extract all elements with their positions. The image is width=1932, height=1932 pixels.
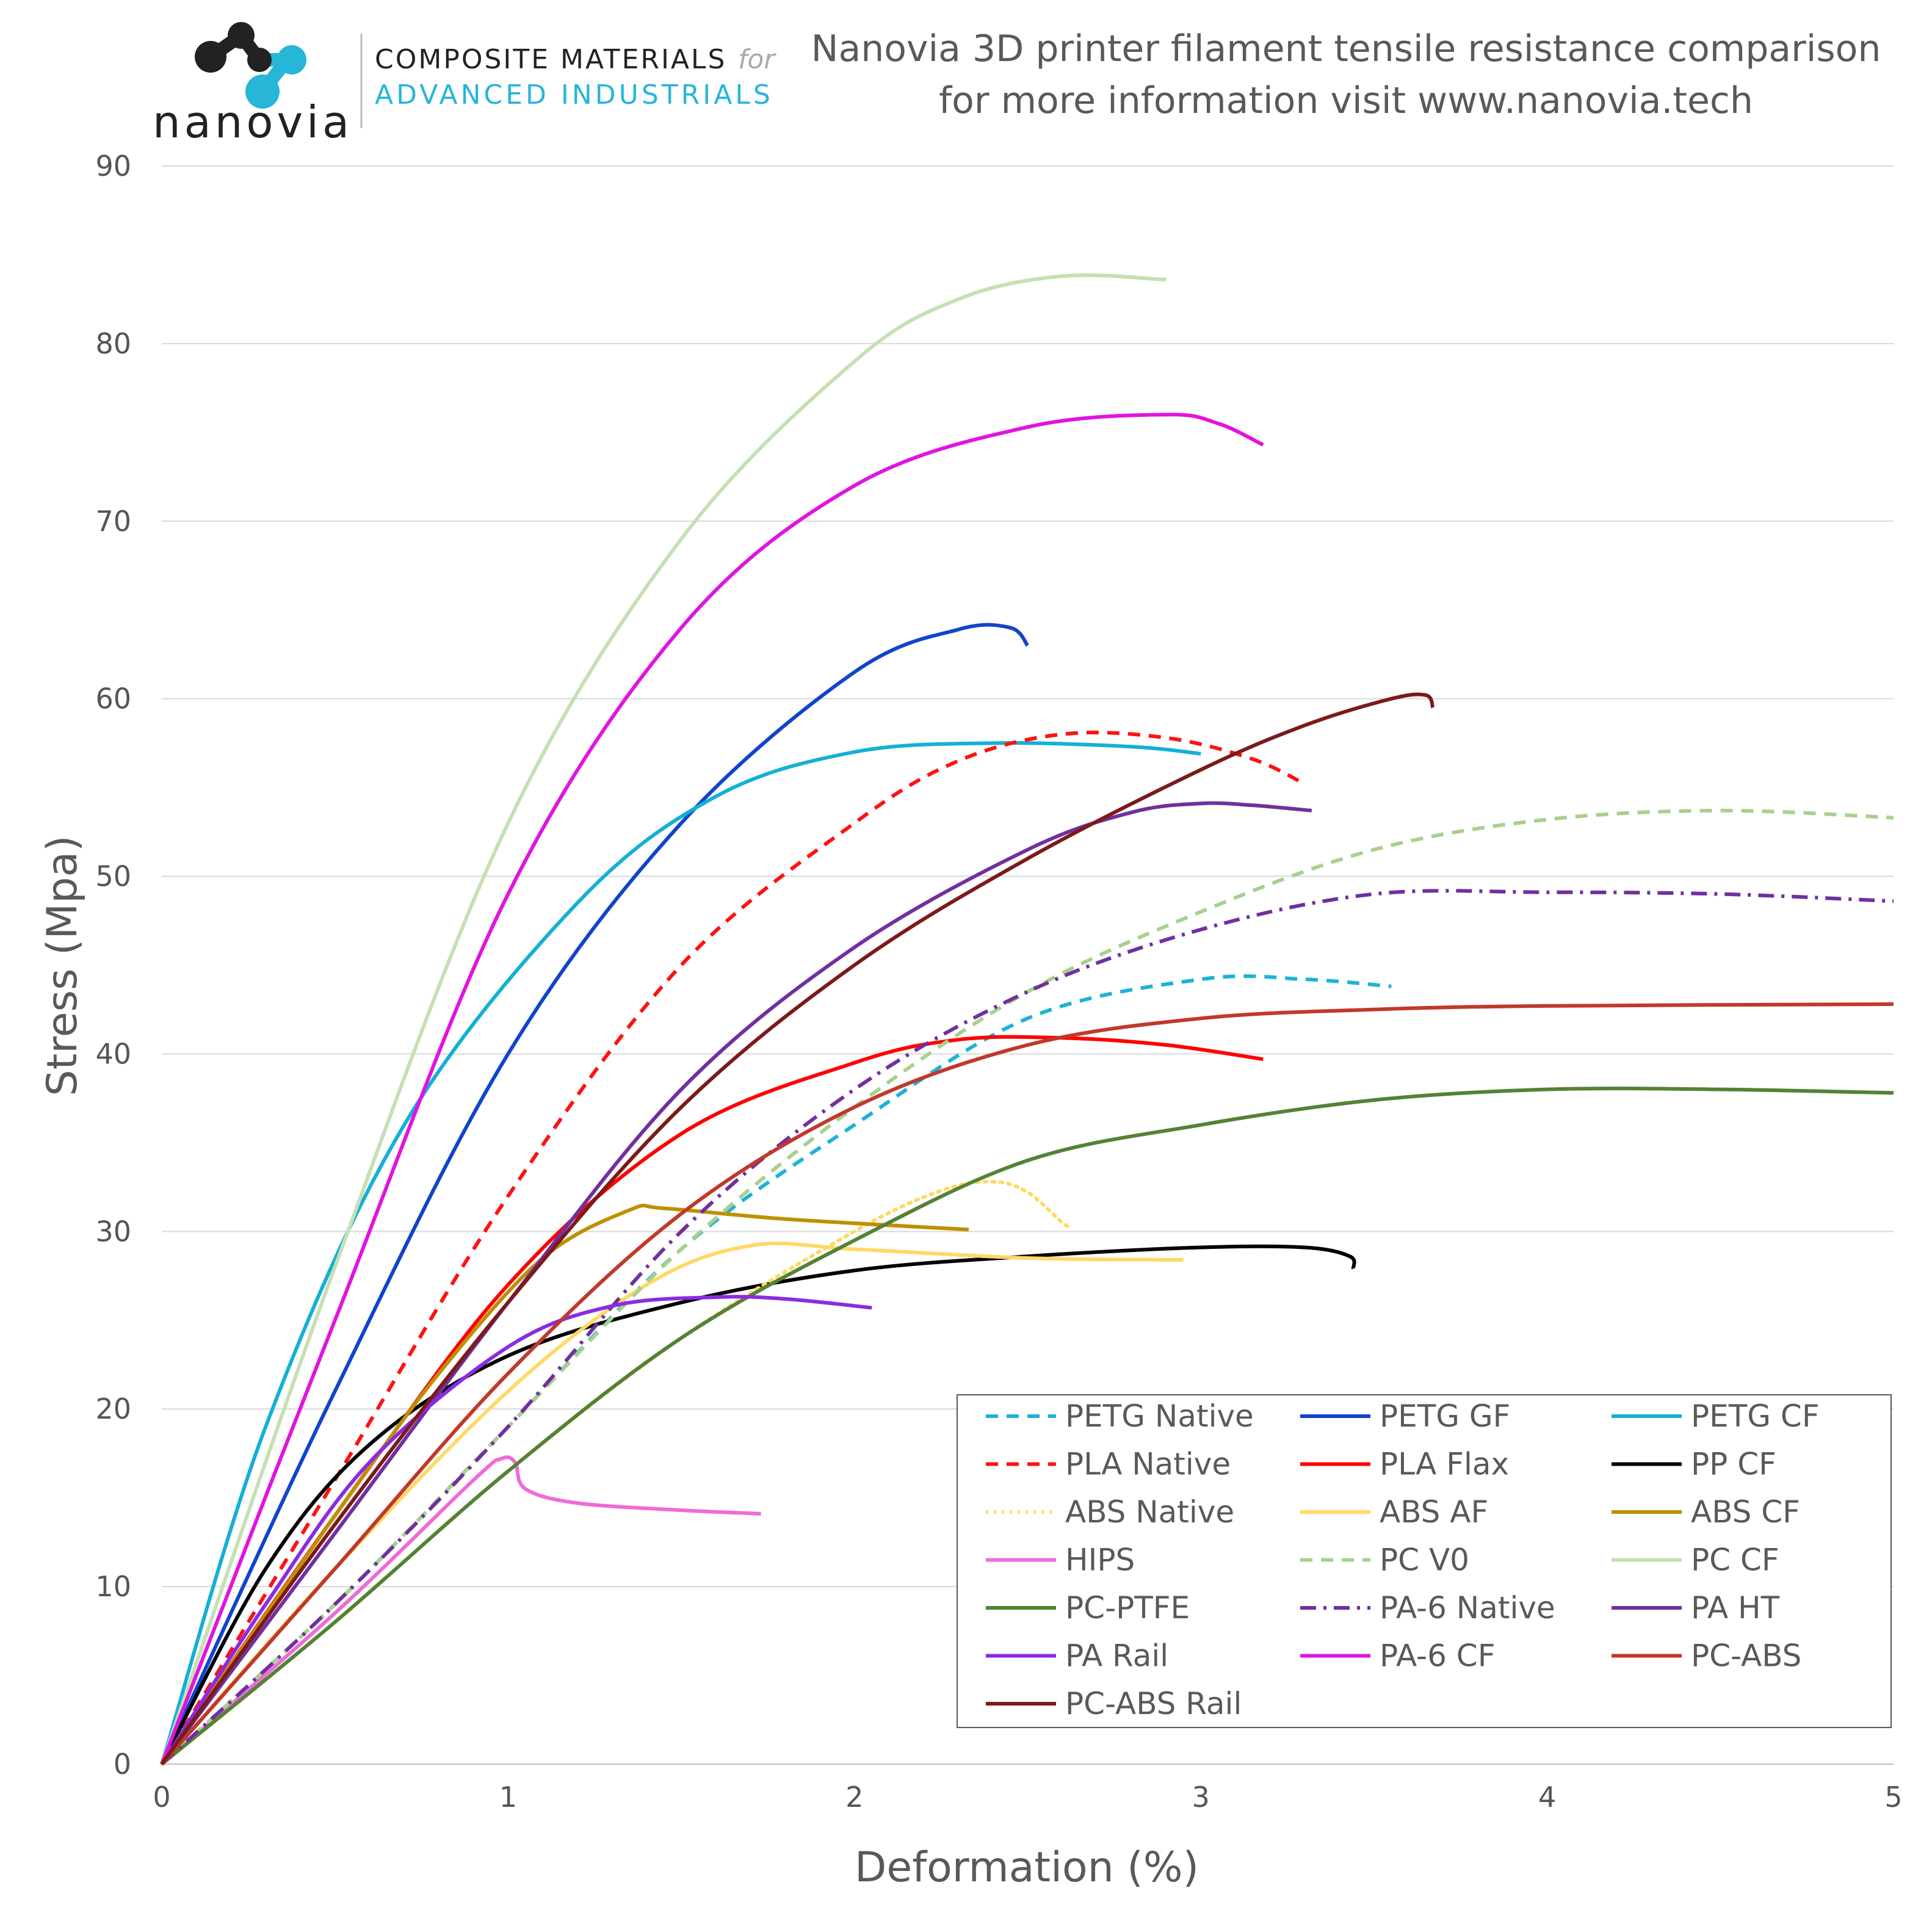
legend-item-pa-6-native: PA-6 Native (1300, 1590, 1555, 1626)
legend-item-pa-ht: PA HT (1612, 1590, 1780, 1626)
y-tick-label: 70 (95, 505, 131, 538)
series-line-pc-cf (160, 273, 1167, 1765)
legend-label: PA-6 CF (1380, 1638, 1495, 1674)
series-line-hips (161, 1455, 761, 1766)
legend-item-pc-v0: PC V0 (1300, 1543, 1469, 1578)
legend: PETG Native PETG GF PETG CF PLA Native PLA F… (957, 1394, 1892, 1728)
legend-label: ABS CF (1691, 1494, 1800, 1530)
series-lines (160, 273, 1894, 1766)
y-tick-label: 40 (95, 1037, 131, 1070)
legend-label: PC CF (1691, 1543, 1779, 1578)
legend-label: PC V0 (1380, 1543, 1469, 1578)
chart-subtitle: for more information visit www.nanovia.t… (939, 79, 1753, 122)
y-axis-title: Stress (Mpa) (38, 835, 87, 1096)
y-tick-label: 80 (95, 327, 131, 360)
series-line-pc-abs (160, 1002, 1894, 1765)
legend-label: PC-PTFE (1065, 1590, 1190, 1626)
series-line-pc-v0 (160, 808, 1894, 1766)
series-line-pc-ptfe (161, 1087, 1894, 1766)
legend-item-petg-cf: PETG CF (1612, 1398, 1820, 1434)
series-line-pa-6-cf (160, 413, 1264, 1765)
y-tick-label: 10 (95, 1570, 131, 1603)
x-tick-label: 3 (1192, 1781, 1210, 1814)
legend-item-pa-rail: PA Rail (986, 1638, 1168, 1674)
x-axis-title: Deformation (%) (855, 1843, 1199, 1892)
chart-title: Nanovia 3D printer filament tensile resi… (811, 27, 1881, 70)
y-tick-label: 30 (95, 1215, 131, 1248)
y-tick-label: 90 (95, 150, 131, 183)
y-tick-label: 20 (95, 1392, 131, 1425)
y-tick-label: 0 (114, 1748, 131, 1781)
legend-label: PLA Native (1065, 1447, 1231, 1482)
legend-label: PC-ABS (1691, 1638, 1801, 1674)
legend-item-pp-cf: PP CF (1612, 1447, 1776, 1482)
legend-label: PETG GF (1380, 1398, 1510, 1434)
legend-item-abs-af: ABS AF (1300, 1494, 1488, 1530)
legend-label: PA-6 Native (1380, 1590, 1555, 1626)
legend-label: HIPS (1065, 1543, 1135, 1578)
x-tick-label: 2 (845, 1781, 863, 1814)
legend-item-petg-gf: PETG GF (1300, 1398, 1510, 1434)
legend-label: PA Rail (1065, 1638, 1168, 1674)
legend-label: PETG Native (1065, 1398, 1254, 1434)
y-tick-label: 60 (95, 682, 131, 715)
series-line-petg-cf (160, 741, 1201, 1765)
brand-tagline-line1: COMPOSITE MATERIALS for (375, 44, 776, 75)
series-line-petg-gf (160, 623, 1029, 1765)
legend-item-hips: HIPS (986, 1543, 1135, 1578)
legend-item-pa-6-cf: PA-6 CF (1300, 1638, 1495, 1674)
series-line-pla-native (160, 731, 1306, 1765)
legend-item-abs-native: ABS Native (986, 1494, 1234, 1530)
legend-label: PETG CF (1691, 1398, 1820, 1434)
x-tick-label: 1 (499, 1781, 517, 1814)
x-tick-label: 4 (1538, 1781, 1556, 1814)
legend-item-petg-native: PETG Native (986, 1398, 1254, 1434)
legend-label: PA HT (1691, 1590, 1780, 1626)
legend-item-pla-native: PLA Native (986, 1447, 1231, 1482)
legend-item-pc-cf: PC CF (1612, 1543, 1779, 1578)
legend-item-pc-abs: PC-ABS (1612, 1638, 1801, 1674)
brand-name: nanovia (153, 96, 353, 148)
x-tick-label: 0 (153, 1781, 170, 1814)
axes: 0 10 20 30 40 50 60 70 80 90 0 1 2 3 4 5 (95, 150, 1902, 1814)
legend-label: PC-ABS Rail (1065, 1686, 1242, 1721)
legend-label: PP CF (1691, 1447, 1776, 1482)
brand-tagline-line2: ADVANCED INDUSTRIALS (375, 79, 773, 110)
x-tick-label: 5 (1884, 1781, 1902, 1814)
legend-item-pc-abs-rail: PC-ABS Rail (986, 1686, 1242, 1721)
legend-item-pc-ptfe: PC-PTFE (986, 1590, 1190, 1626)
brand-logo: nanovia COMPOSITE MATERIALS for ADVANCED… (153, 22, 776, 148)
series-line-pc-abs-rail (160, 692, 1435, 1765)
series-line-pa-6-native (160, 889, 1894, 1766)
series-line-pa-rail (160, 1295, 872, 1765)
nanovia-molecule-icon (195, 22, 306, 109)
legend-label: PLA Flax (1380, 1447, 1509, 1482)
series-line-pp-cf (160, 1244, 1356, 1765)
y-tick-label: 50 (95, 860, 131, 893)
series-line-pa-ht (160, 801, 1312, 1765)
legend-label: ABS Native (1065, 1494, 1234, 1530)
legend-item-pla-flax: PLA Flax (1300, 1447, 1509, 1482)
legend-label: ABS AF (1380, 1494, 1488, 1530)
legend-item-abs-cf: ABS CF (1612, 1494, 1800, 1530)
